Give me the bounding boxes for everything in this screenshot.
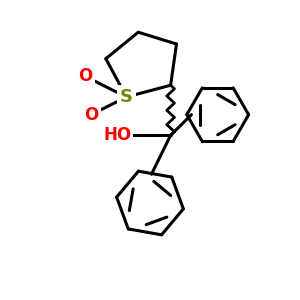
Text: HO: HO: [103, 126, 132, 144]
Text: O: O: [78, 68, 92, 85]
Text: O: O: [84, 106, 98, 124]
Text: S: S: [120, 88, 133, 106]
